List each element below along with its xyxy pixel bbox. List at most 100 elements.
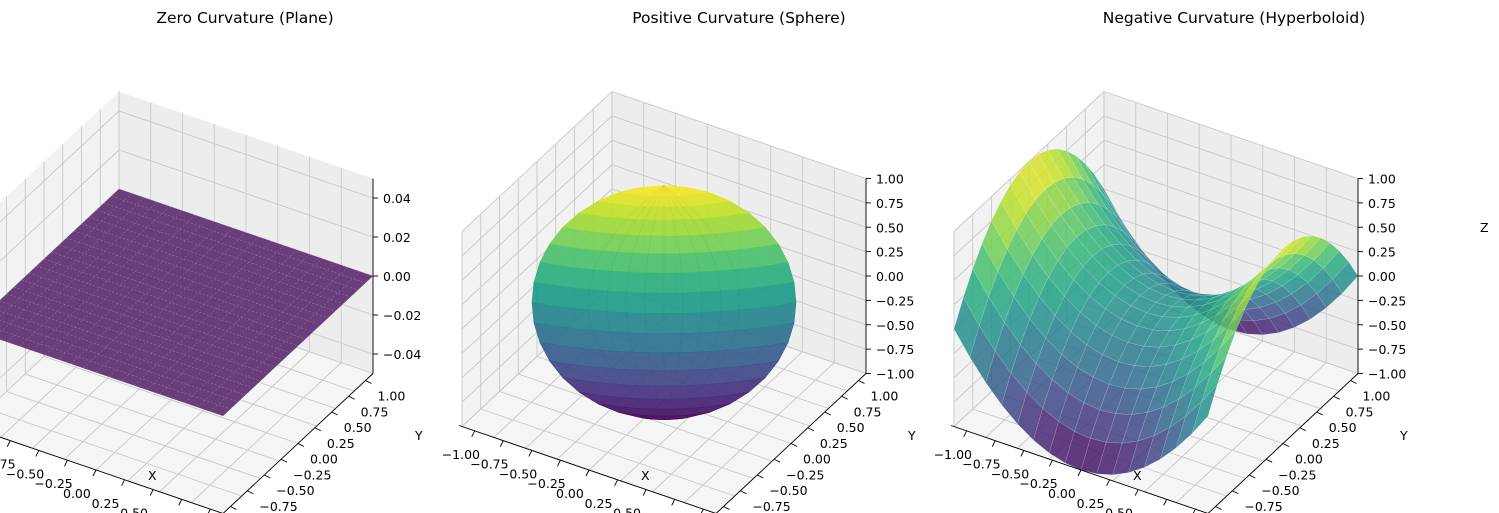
- x-tick-label: 0.25: [92, 496, 120, 511]
- z-tick-label: 0.25: [1368, 245, 1396, 260]
- saddle-facet: [1191, 384, 1218, 434]
- tick-labels: −1.00−0.75−0.50−0.250.000.250.500.751.00…: [934, 172, 1489, 513]
- axis-lines: [458, 178, 871, 513]
- x-axis-label: X: [148, 468, 157, 483]
- y-tick-label: 1.00: [378, 389, 406, 404]
- z-tick-label: 0.00: [1368, 269, 1396, 284]
- x-tick-label: 0.50: [120, 506, 148, 513]
- x-tick-label: 0.50: [613, 506, 641, 513]
- saddle-facet: [1285, 235, 1312, 255]
- z-tick-label: −0.75: [1368, 342, 1406, 357]
- y-tick-label: −0.50: [276, 483, 314, 498]
- y-tick-label: 0.75: [854, 404, 882, 419]
- x-tick-label: 0.00: [63, 486, 91, 501]
- z-tick-label: −1.00: [876, 367, 914, 382]
- y-tick-label: 0.50: [344, 420, 372, 435]
- z-tick-label: 0.25: [876, 245, 904, 260]
- z-tick-label: −0.02: [383, 308, 421, 323]
- x-tick-label: 0.50: [1105, 506, 1133, 513]
- z-tick-label: 0.50: [1368, 220, 1396, 235]
- z-axis-label: Z: [1480, 220, 1489, 235]
- z-tick-label: −0.75: [876, 342, 914, 357]
- z-tick-label: −1.00: [1368, 367, 1406, 382]
- plane-surface: [0, 189, 373, 416]
- x-tick-label: −0.50: [991, 466, 1029, 481]
- y-axis-label: Y: [907, 428, 916, 443]
- sphere-band: [641, 185, 687, 190]
- x-tick-label: −1.00: [442, 447, 480, 462]
- y-axis-label: Y: [414, 428, 423, 443]
- x-tick-label: 0.25: [1077, 496, 1105, 511]
- x-tick-label: −0.50: [499, 466, 537, 481]
- y-tick-label: −0.25: [786, 467, 824, 482]
- z-tick-label: −0.50: [876, 318, 914, 333]
- axes-3d[interactable]: −1.00−0.75−0.50−0.250.000.250.500.751.00…: [934, 91, 1489, 513]
- y-tick-label: 0.75: [1346, 404, 1374, 419]
- saddle-facet: [1313, 242, 1340, 269]
- y-tick-label: −0.75: [1244, 499, 1282, 513]
- y-axis-label: Y: [1399, 428, 1408, 443]
- x-tick-label: −0.75: [962, 457, 1000, 472]
- y-tick-label: −0.50: [769, 483, 807, 498]
- y-tick-label: 1.00: [871, 389, 899, 404]
- x-tick-label: −0.50: [6, 466, 44, 481]
- subplot-sphere: Positive Curvature (Sphere) −1.00−0.75−0…: [442, 9, 916, 513]
- y-tick-label: 0.50: [1329, 420, 1357, 435]
- surface: [0, 189, 373, 416]
- z-tick-label: −0.25: [1368, 293, 1406, 308]
- subplot-title: Negative Curvature (Hyperboloid): [1103, 9, 1366, 27]
- x-axis-label: X: [641, 468, 650, 483]
- x-tick-label: −0.75: [0, 457, 16, 472]
- tick-labels: −1.00−0.75−0.50−0.250.000.250.500.751.00…: [0, 191, 423, 513]
- y-tick-label: −0.75: [259, 499, 297, 513]
- x-tick-label: −1.00: [934, 447, 972, 462]
- saddle-facet: [1294, 235, 1321, 256]
- x-tick-label: 0.00: [556, 486, 584, 501]
- y-tick-label: 0.00: [310, 452, 338, 467]
- axes-3d[interactable]: −1.00−0.75−0.50−0.250.000.250.500.751.00…: [442, 91, 916, 513]
- y-tick-label: −0.50: [1261, 483, 1299, 498]
- x-tick-label: −0.25: [527, 476, 565, 491]
- tick-labels: −1.00−0.75−0.50−0.250.000.250.500.751.00…: [442, 172, 916, 513]
- axes-3d[interactable]: −1.00−0.75−0.50−0.250.000.250.500.751.00…: [0, 91, 423, 513]
- saddle-facet: [1323, 250, 1349, 280]
- y-tick-label: 0.75: [361, 404, 389, 419]
- z-tick-label: 0.75: [1368, 196, 1396, 211]
- surface: [953, 148, 1359, 476]
- subplot-plane: Zero Curvature (Plane) −1.00−0.75−0.50−0…: [0, 9, 423, 513]
- saddle-facet: [1304, 237, 1331, 261]
- z-tick-label: 0.00: [876, 269, 904, 284]
- y-tick-label: 0.25: [327, 436, 355, 451]
- y-tick-label: 0.25: [820, 436, 848, 451]
- x-tick-label: −0.75: [470, 457, 508, 472]
- subplot-title: Positive Curvature (Sphere): [632, 9, 845, 27]
- saddle-facet: [1266, 241, 1293, 267]
- surface: [531, 185, 797, 420]
- subplot-hyperboloid: Negative Curvature (Hyperboloid) −1.00−0…: [934, 9, 1489, 513]
- z-tick-label: −0.04: [383, 347, 421, 362]
- z-tick-label: −0.50: [1368, 318, 1406, 333]
- x-tick-label: 0.25: [585, 496, 613, 511]
- y-tick-label: −0.75: [752, 499, 790, 513]
- z-tick-label: 1.00: [1368, 172, 1396, 187]
- z-tick-label: 1.00: [876, 172, 904, 187]
- z-tick-label: 0.75: [876, 196, 904, 211]
- x-tick-label: 0.00: [1048, 486, 1076, 501]
- z-tick-label: 0.00: [383, 269, 411, 284]
- z-tick-label: −0.25: [876, 293, 914, 308]
- axis-lines: [950, 178, 1363, 513]
- saddle-facet: [1276, 236, 1302, 259]
- y-tick-label: 0.00: [1295, 452, 1323, 467]
- z-tick-label: 0.02: [383, 230, 411, 245]
- y-tick-label: −0.25: [293, 467, 331, 482]
- x-tick-label: −0.25: [34, 476, 72, 491]
- y-tick-label: −0.25: [1278, 467, 1316, 482]
- y-tick-label: 0.50: [837, 420, 865, 435]
- x-tick-label: −0.25: [1019, 476, 1057, 491]
- y-tick-label: 0.00: [803, 452, 831, 467]
- y-tick-label: 0.25: [1312, 436, 1340, 451]
- axis-lines: [0, 178, 378, 513]
- subplot-title: Zero Curvature (Plane): [156, 9, 333, 27]
- z-tick-label: 0.50: [876, 220, 904, 235]
